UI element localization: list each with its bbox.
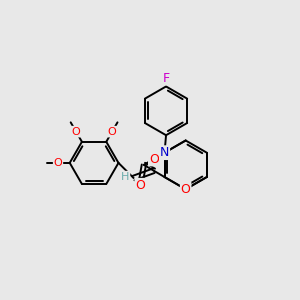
Text: O: O (54, 158, 62, 168)
Text: N: N (160, 146, 169, 159)
Text: O: O (108, 127, 116, 136)
Text: H: H (121, 172, 130, 182)
Text: O: O (135, 179, 145, 192)
Text: O: O (149, 152, 159, 166)
Text: F: F (163, 72, 170, 85)
Text: O: O (181, 183, 190, 196)
Text: O: O (72, 127, 80, 136)
